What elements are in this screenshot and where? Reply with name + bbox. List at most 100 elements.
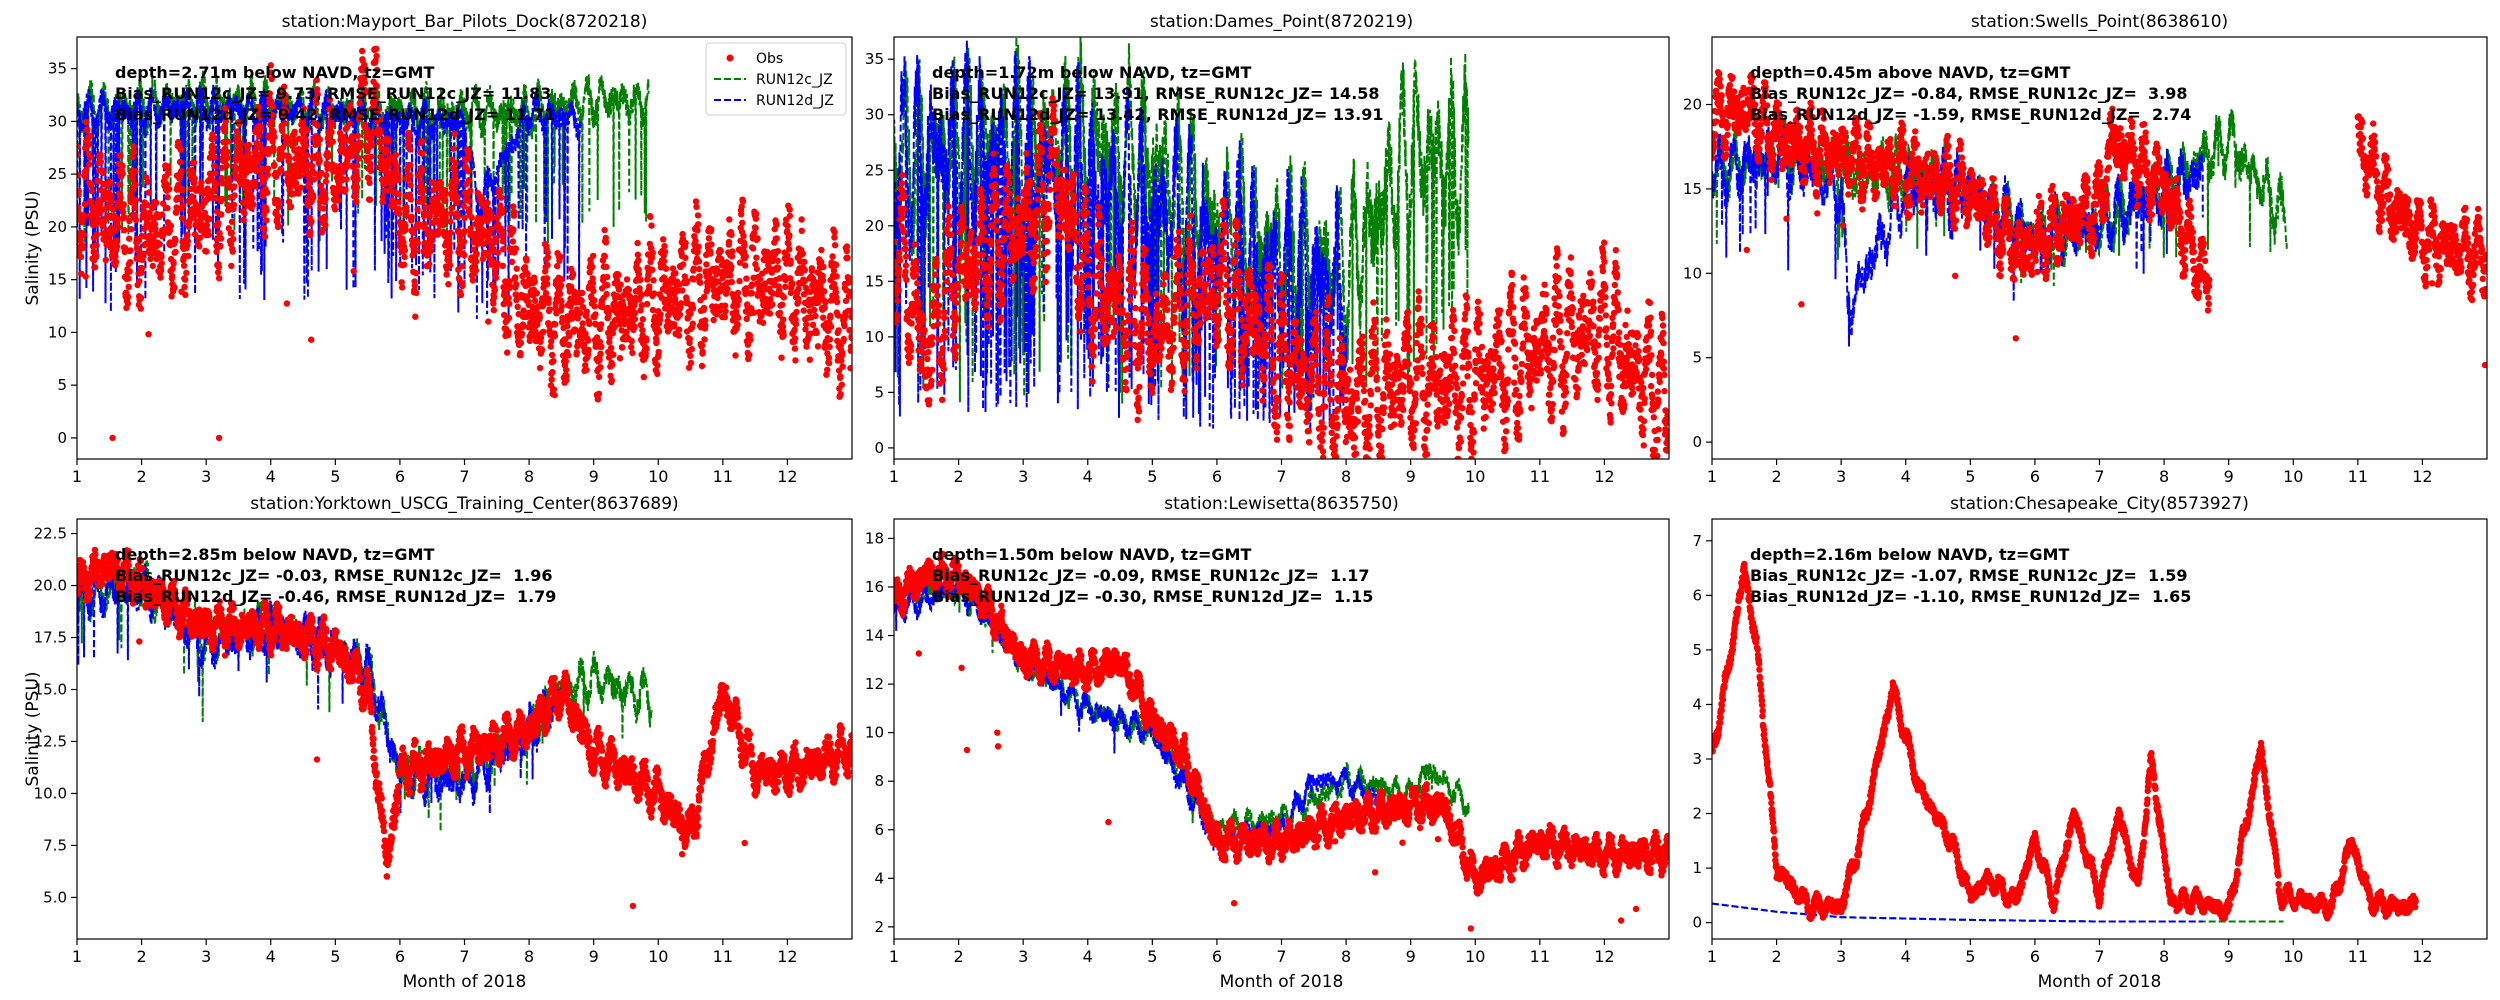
x-tick-label: 6 xyxy=(395,947,405,966)
x-tick-label: 10 xyxy=(648,467,668,486)
subplot-title: station:Chesapeake_City(8573927) xyxy=(1950,494,2249,514)
y-tick-label: 14 xyxy=(865,627,884,645)
legend-run12d-label: RUN12d_JZ xyxy=(756,93,834,109)
stats-text: Bias_RUN12c_JZ= 9.73, RMSE_RUN12c_JZ= 11… xyxy=(115,84,551,103)
x-tick-label: 9 xyxy=(2224,947,2234,966)
y-tick-label: 2 xyxy=(874,918,884,936)
y-tick-label: 0 xyxy=(874,439,884,457)
subplot-2: station:Dames_Point(8720219)1 2 3 4 5 6 7 8 9 10 1… xyxy=(865,12,1670,486)
x-tick-label: 8 xyxy=(1341,467,1351,486)
legend-run12c-label: RUN12c_JZ xyxy=(756,72,833,88)
legend: Obs RUN12c_JZ RUN12d_JZ xyxy=(705,42,847,116)
y-tick-label: 5 xyxy=(1692,641,1702,659)
axes-frame xyxy=(1711,36,2488,460)
y-tick-label: 8 xyxy=(874,772,884,790)
x-tick-label: 4 xyxy=(1901,467,1911,486)
x-tick-label: 2 xyxy=(953,467,963,486)
subplot-3: station:Swells_Point(8638610)1 2 3 4 5 6 7 8 9 10… xyxy=(1683,12,2488,486)
x-tick-label: 5 xyxy=(1965,947,1975,966)
y-tick-label: 1 xyxy=(1692,859,1702,877)
stats-text: depth=2.16m below NAVD, tz=GMT xyxy=(1750,545,2069,564)
x-tick-label: 6 xyxy=(395,467,405,486)
y-tick-label: 10 xyxy=(865,328,884,346)
y-tick-label: 0 xyxy=(1692,433,1702,451)
x-tick-label: 10 xyxy=(2283,947,2303,966)
x-tick-label: 1 xyxy=(72,947,82,966)
x-tick-label: 1 xyxy=(889,467,899,486)
y-tick-label: 10 xyxy=(48,323,67,341)
x-tick-label: 3 xyxy=(1018,467,1028,486)
x-tick-label: 1 xyxy=(889,947,899,966)
stats-text: depth=0.45m above NAVD, tz=GMT xyxy=(1750,63,2070,82)
stats-text: Bias_RUN12d_JZ= -0.30, RMSE_RUN12d_JZ= 1… xyxy=(932,587,1373,606)
x-tick-label: 2 xyxy=(136,947,146,966)
x-tick-label: 3 xyxy=(1836,467,1846,486)
stats-text: depth=2.85m below NAVD, tz=GMT xyxy=(115,545,434,564)
x-tick-label: 10 xyxy=(1465,467,1485,486)
x-tick-label: 12 xyxy=(777,947,797,966)
x-tick-label: 8 xyxy=(1341,947,1351,966)
subplot-title: station:Mayport_Bar_Pilots_Dock(8720218) xyxy=(282,12,648,32)
y-tick-label: 12 xyxy=(865,675,884,693)
stats-text: depth=1.50m below NAVD, tz=GMT xyxy=(932,545,1251,564)
y-tick-label: 4 xyxy=(1692,695,1702,713)
x-tick-label: 6 xyxy=(1212,947,1222,966)
x-tick-label: 10 xyxy=(2283,467,2303,486)
axes-frame xyxy=(76,518,853,940)
x-tick-label: 8 xyxy=(524,947,534,966)
y-tick-label: 25 xyxy=(48,165,67,183)
subplot-4: station:Yorktown_USCG_Training_Center(86… xyxy=(23,494,853,992)
x-tick-label: 4 xyxy=(266,947,276,966)
stats-text: Bias_RUN12d_JZ= -0.46, RMSE_RUN12d_JZ= 1… xyxy=(115,587,556,606)
y-tick-label: 30 xyxy=(48,112,67,130)
y-tick-label: 35 xyxy=(865,50,884,68)
x-tick-label: 12 xyxy=(777,467,797,486)
y-tick-label: 15 xyxy=(1683,180,1702,198)
stats-text: Bias_RUN12c_JZ= -0.09, RMSE_RUN12c_JZ= 1… xyxy=(932,566,1369,585)
stats-text: depth=1.72m below NAVD, tz=GMT xyxy=(932,63,1251,82)
y-tick-label: 25 xyxy=(865,161,884,179)
x-tick-label: 2 xyxy=(1771,947,1781,966)
x-tick-label: 2 xyxy=(1771,467,1781,486)
plot-area xyxy=(77,546,852,910)
y-tick-label: 35 xyxy=(48,60,67,78)
x-tick-label: 1 xyxy=(1707,947,1717,966)
x-tick-label: 8 xyxy=(2159,947,2169,966)
subplot-title: station:Dames_Point(8720219) xyxy=(1150,12,1413,32)
y-tick-label: 4 xyxy=(874,869,884,887)
stats-text: Bias_RUN12c_JZ= -0.84, RMSE_RUN12c_JZ= 3… xyxy=(1750,84,2187,103)
series-obs xyxy=(894,94,1669,459)
x-tick-label: 9 xyxy=(1406,947,1416,966)
y-tick-label: 15 xyxy=(48,271,67,289)
axes-frame xyxy=(1711,518,2488,940)
x-tick-label: 9 xyxy=(589,467,599,486)
stats-text: Bias_RUN12d_JZ= -1.59, RMSE_RUN12d_JZ= 2… xyxy=(1750,105,2191,124)
x-tick-label: 3 xyxy=(201,467,211,486)
series-obs xyxy=(77,546,852,910)
plot-area xyxy=(1712,69,2487,369)
stats-text: Bias_RUN12d_JZ= 13.42, RMSE_RUN12d_JZ= 1… xyxy=(932,105,1383,124)
x-tick-label: 11 xyxy=(1530,467,1550,486)
x-tick-label: 11 xyxy=(1530,947,1550,966)
x-tick-label: 12 xyxy=(2412,467,2432,486)
y-axis-label: Salinity (PSU) xyxy=(23,190,43,305)
obs-point xyxy=(215,434,223,442)
y-tick-label: 18 xyxy=(865,529,884,547)
x-tick-label: 7 xyxy=(459,947,469,966)
x-tick-label: 10 xyxy=(648,947,668,966)
y-tick-label: 7 xyxy=(1692,532,1702,550)
x-tick-label: 9 xyxy=(1406,467,1416,486)
x-tick-label: 7 xyxy=(2094,467,2104,486)
x-axis-label: Month of 2018 xyxy=(1220,972,1344,992)
y-tick-label: 22.5 xyxy=(34,525,67,543)
legend-obs-marker xyxy=(726,54,734,62)
x-tick-label: 5 xyxy=(1147,467,1157,486)
x-tick-label: 6 xyxy=(1212,467,1222,486)
y-tick-label: 15.0 xyxy=(34,680,67,698)
y-tick-label: 0 xyxy=(57,429,67,447)
series-run12d xyxy=(894,569,1386,857)
series-obs xyxy=(894,550,1669,932)
y-tick-label: 20 xyxy=(1683,96,1702,114)
y-tick-label: 7.5 xyxy=(43,836,67,854)
